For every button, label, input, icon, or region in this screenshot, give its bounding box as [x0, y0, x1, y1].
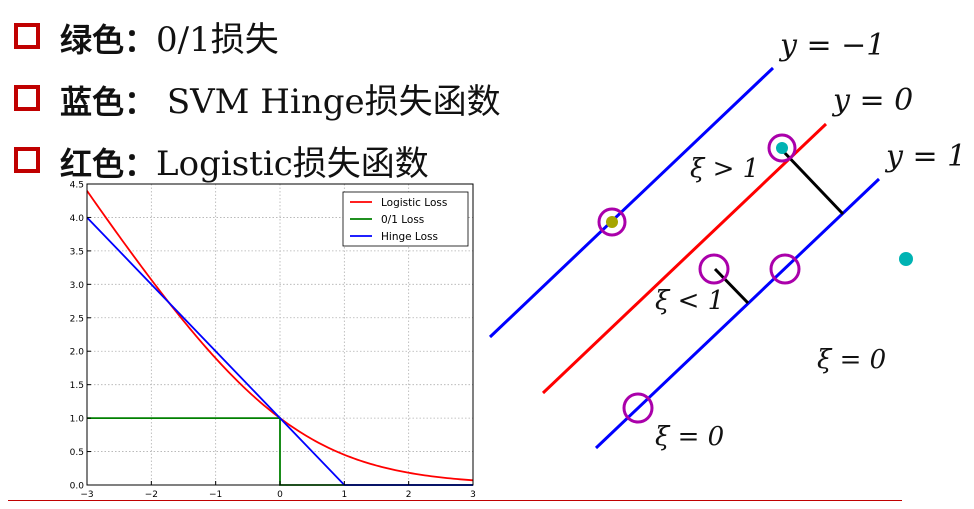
support-circle	[698, 253, 730, 285]
bullet-text: 红色：Logistic损失函数	[60, 136, 429, 185]
footer-divider	[8, 500, 902, 501]
legend-label: 0/1 Loss	[381, 214, 424, 226]
bullet-label: 红色：	[60, 144, 157, 183]
y-tick-label: 2.5	[70, 314, 84, 324]
x-tick-label: −2	[145, 490, 158, 500]
bullet-square-icon	[14, 85, 40, 111]
bullet-item-blue: 蓝色： SVM Hinge损失函数	[14, 74, 501, 123]
y-tick-label: 3.0	[70, 281, 85, 291]
bullet-square-icon	[14, 147, 40, 173]
slack-label-zero-bottom: ξ = 0	[655, 422, 724, 452]
legend-label: Hinge Loss	[381, 231, 438, 243]
data-point-teal	[776, 142, 788, 154]
slack-label-less-one: ξ < 1	[655, 286, 724, 316]
y-tick-label: 2.0	[70, 348, 85, 358]
x-tick-label: −1	[209, 490, 222, 500]
chart-legend: Logistic Loss 0/1 Loss Hinge Loss	[342, 191, 469, 247]
data-point-teal	[899, 252, 913, 266]
y-tick-label: 3.5	[70, 247, 84, 257]
bullet-label: 蓝色：	[60, 82, 157, 121]
y-tick-label: 4.5	[70, 181, 84, 191]
bullet-content: SVM Hinge损失函数	[156, 81, 501, 122]
bullet-square-icon	[14, 23, 40, 49]
x-tick-label: 0	[277, 490, 283, 500]
support-circle	[622, 392, 654, 424]
chart-axes: −3 −2 −1 0 1 2 3 0.0 0.5 1.0 1.5 2.0 2.5 3.0 3.5 4.0 4.5	[70, 181, 476, 501]
y-tick-label: 1.5	[70, 381, 84, 391]
y-tick-label: 4.0	[70, 214, 85, 224]
y-tick-label: 0.5	[70, 448, 84, 458]
decision-line	[541, 122, 828, 395]
x-tick-label: −3	[80, 490, 93, 500]
support-circle	[597, 207, 627, 237]
slack-label-zero-right: ξ = 0	[817, 345, 886, 375]
margin-line-negative	[488, 66, 775, 339]
slack-segment-large	[780, 148, 845, 216]
line-label-negative: y = −1	[778, 28, 885, 63]
slack-label-greater-one: ξ > 1	[690, 154, 759, 184]
bullet-item-green: 绿色：0/1损失	[14, 12, 279, 61]
y-tick-label: 1.0	[70, 415, 85, 425]
y-tick-label: 0.0	[70, 482, 85, 492]
line-label-positive: y = 1	[884, 139, 966, 174]
slack-segment-small	[713, 267, 750, 305]
bullet-text: 绿色：0/1损失	[60, 12, 279, 61]
bullet-text: 蓝色： SVM Hinge损失函数	[60, 74, 501, 123]
bullet-content: 0/1损失	[156, 19, 279, 60]
line-label-zero: y = 0	[831, 83, 913, 118]
bullet-content: Logistic损失函数	[156, 143, 429, 184]
bullet-label: 绿色：	[60, 20, 157, 59]
x-tick-label: 1	[341, 490, 347, 500]
x-tick-label: 3	[470, 490, 476, 500]
margin-line-positive	[594, 177, 881, 450]
data-point-olive	[606, 216, 618, 228]
support-circle	[769, 253, 801, 285]
support-circle	[767, 133, 797, 163]
legend-label: Logistic Loss	[381, 197, 447, 209]
x-tick-label: 2	[406, 490, 412, 500]
bullet-item-red: 红色：Logistic损失函数	[14, 136, 429, 185]
